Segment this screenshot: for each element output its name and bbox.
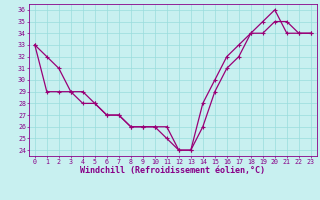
X-axis label: Windchill (Refroidissement éolien,°C): Windchill (Refroidissement éolien,°C) (80, 166, 265, 175)
